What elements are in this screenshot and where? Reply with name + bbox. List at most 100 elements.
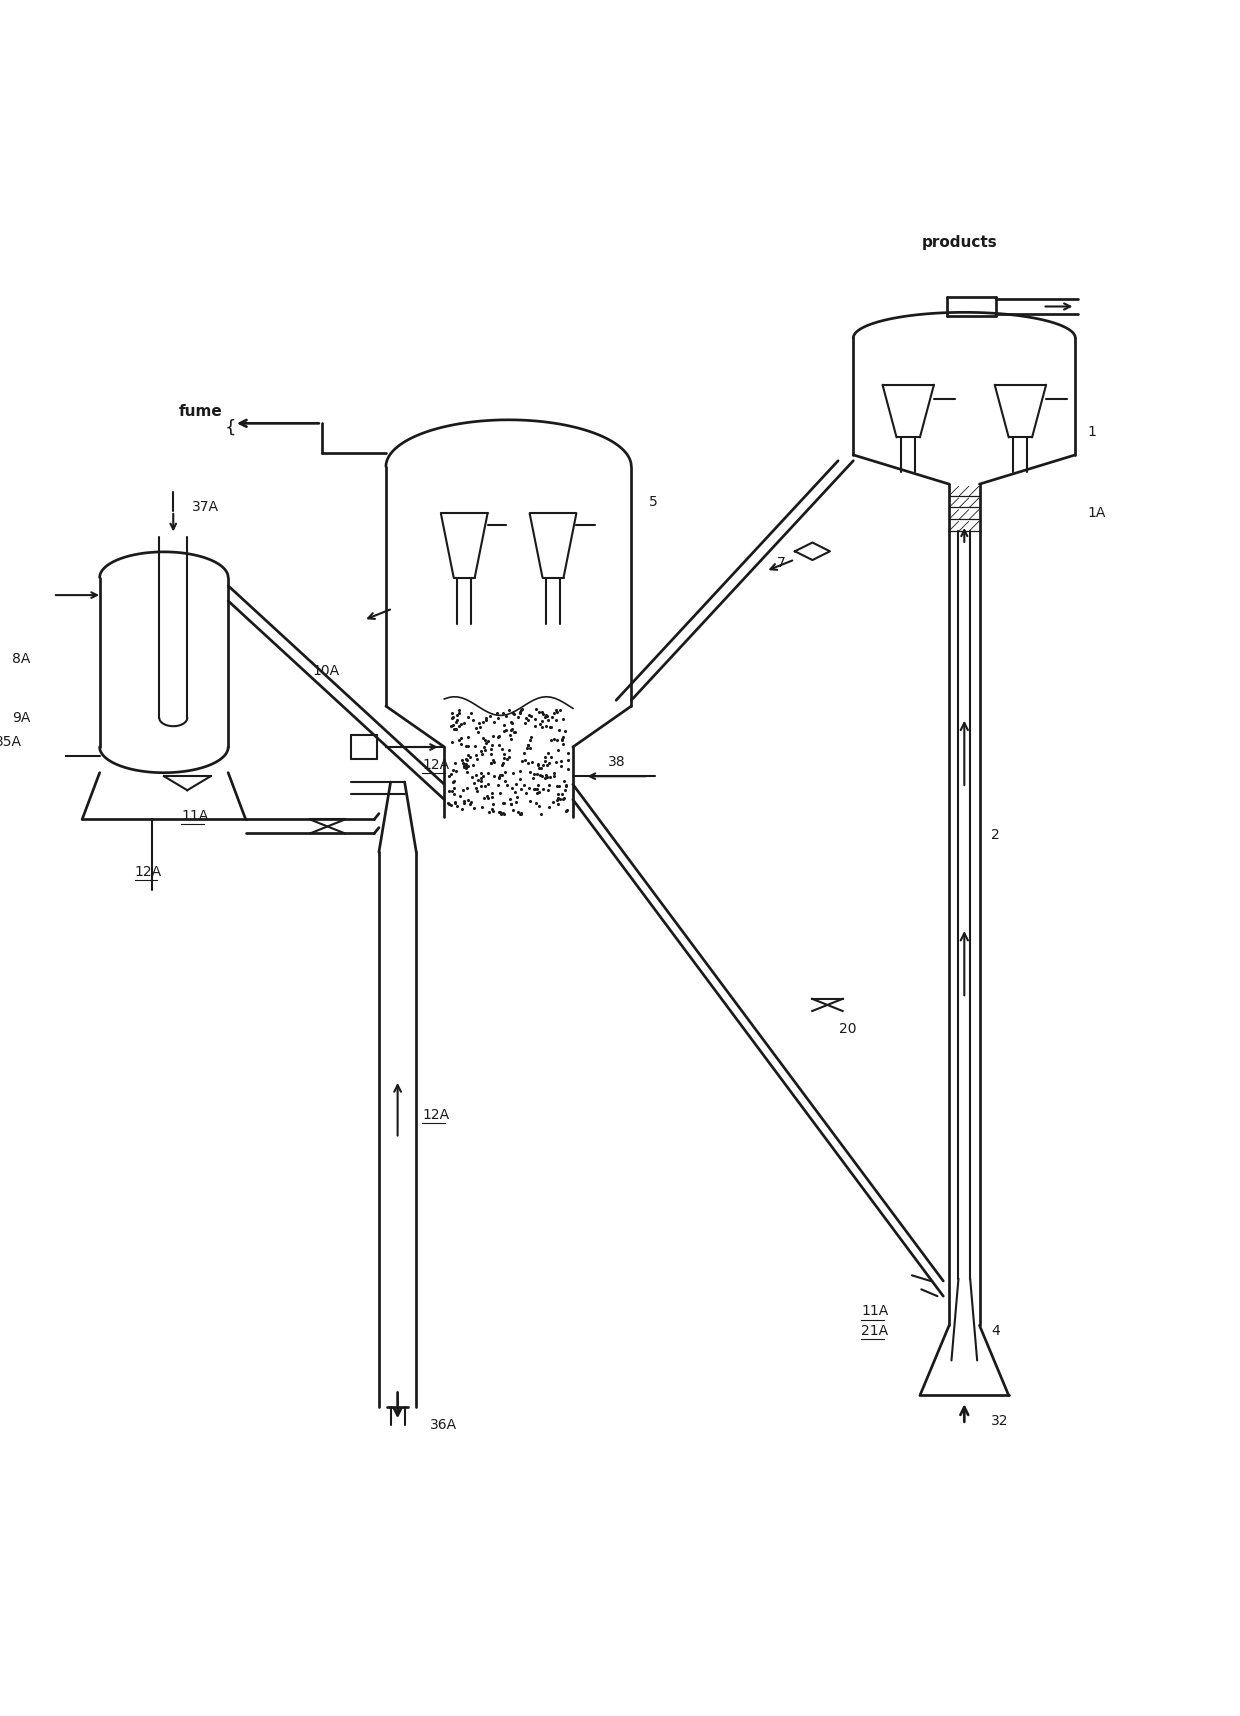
Text: 4: 4 [991,1325,999,1338]
Point [453,796,472,824]
Point [503,719,523,746]
Point [544,700,564,728]
Point [445,789,465,817]
Point [507,784,527,812]
Point [441,791,461,819]
Point [553,731,573,758]
Point [554,767,574,795]
Text: 12A: 12A [135,865,162,879]
Point [495,767,515,795]
Point [547,698,567,726]
Point [538,770,558,798]
Point [477,784,497,812]
Point [467,745,487,772]
Point [458,758,477,786]
Point [520,734,539,762]
Point [492,750,512,777]
Point [472,740,492,767]
Point [541,726,560,753]
Text: 32: 32 [991,1414,1008,1428]
Point [531,710,551,738]
Point [537,752,557,779]
Point [475,772,495,800]
Point [444,781,464,808]
Point [456,753,476,781]
Text: 9A: 9A [12,710,31,724]
Point [450,729,470,757]
Point [443,777,463,805]
Point [497,745,517,772]
Point [520,702,539,729]
Point [541,764,560,791]
Point [501,789,521,817]
Point [454,750,474,777]
Point [557,796,577,824]
Point [458,774,477,801]
Point [512,748,532,776]
Point [518,705,538,733]
Point [458,746,477,774]
Point [515,772,534,800]
Point [456,755,476,782]
Point [471,767,491,795]
Point [533,752,553,779]
Point [503,700,523,728]
Point [512,695,532,722]
Point [516,709,536,736]
Point [456,733,476,760]
Point [446,716,466,743]
Point [534,704,554,731]
Text: 38: 38 [608,755,625,769]
Text: 21A: 21A [862,1325,889,1338]
Point [522,764,542,791]
Point [532,707,552,734]
Point [489,764,508,791]
Point [494,712,513,740]
Point [528,752,548,779]
Point [534,765,554,793]
Point [477,782,497,810]
Point [448,702,467,729]
Point [551,748,570,776]
Point [558,740,578,767]
Point [528,750,548,777]
Point [480,702,500,729]
Point [482,731,502,758]
Point [539,714,559,741]
Point [552,781,572,808]
Point [552,726,572,753]
Point [454,709,474,736]
Point [456,750,476,777]
Point [521,722,541,750]
Point [441,698,461,726]
Point [510,700,529,728]
Point [444,716,464,743]
Point [463,705,482,733]
Point [484,789,503,817]
Point [501,791,521,819]
Point [471,772,491,800]
Point [449,712,469,740]
Point [525,776,544,803]
Point [441,728,461,755]
Point [498,695,518,722]
Point [494,745,513,772]
Point [492,752,512,779]
Point [551,697,570,724]
Point [526,695,546,722]
Point [454,789,474,817]
Point [505,719,525,746]
Point [503,698,523,726]
Point [443,757,463,784]
Point [525,760,544,788]
Point [525,776,544,803]
Point [454,750,474,777]
Point [444,774,464,801]
Point [533,700,553,728]
Point [508,798,528,825]
Point [439,762,459,789]
Point [546,748,565,776]
Point [445,788,465,815]
Text: products: products [921,235,997,251]
Point [503,760,523,788]
